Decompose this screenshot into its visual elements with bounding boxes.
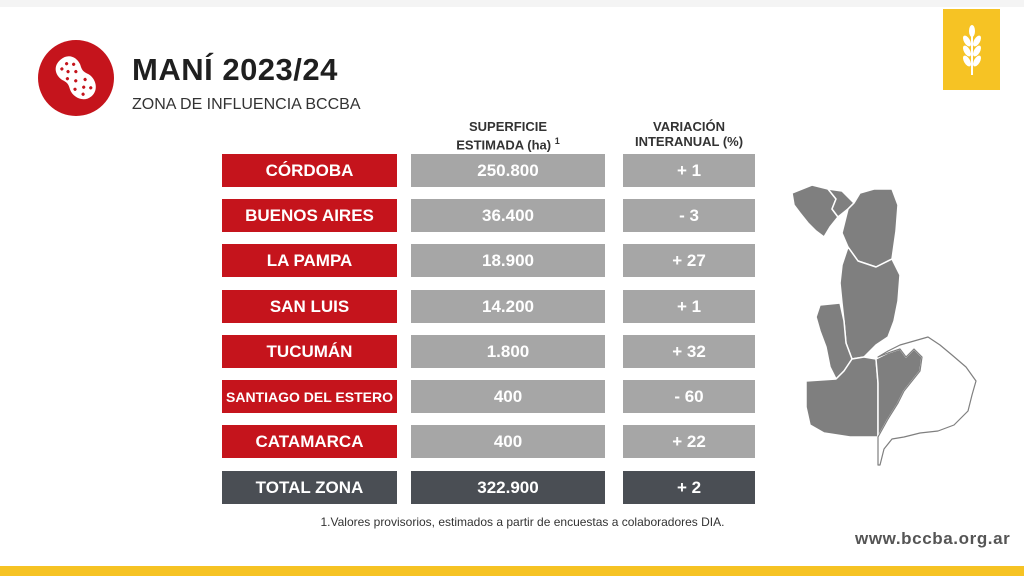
buenos-aires-outline (877, 336, 977, 466)
variation-header-line1: VARIACIÓN (653, 119, 725, 134)
surface-cell: 36.400 (411, 199, 605, 232)
surface-cell: 14.200 (411, 290, 605, 323)
surface-cell: 400 (411, 380, 605, 413)
surface-header-line1: SUPERFICIE (468, 119, 547, 134)
province-cell: CÓRDOBA (222, 154, 397, 187)
province-cell: BUENOS AIRES (222, 199, 397, 232)
province-cell: SAN LUIS (222, 290, 397, 323)
page-subtitle: ZONA DE INFLUENCIA BCCBA (132, 96, 361, 113)
argentina-region-map (780, 175, 980, 475)
tucuman-region (827, 188, 855, 218)
variation-cell: + 32 (623, 335, 755, 368)
page-title: MANÍ 2023/24 (132, 52, 338, 87)
total-surface-cell: 322.900 (411, 471, 605, 504)
variation-column-header: VARIACIÓN INTERANUAL (%) (623, 119, 755, 149)
surface-header-note: 1 (554, 136, 560, 146)
cordoba-region (839, 246, 901, 360)
bottom-band (0, 566, 1024, 576)
variation-cell: - 3 (623, 199, 755, 232)
variation-cell: + 22 (623, 425, 755, 458)
total-variation-cell: + 2 (623, 471, 755, 504)
surface-cell: 18.900 (411, 244, 605, 277)
footnote-text: 1.Valores provisorios, estimados a parti… (320, 515, 725, 529)
wheat-icon (943, 9, 1000, 90)
surface-header-line2: ESTIMADA (ha) (456, 137, 552, 153)
province-cell: SANTIAGO DEL ESTERO (222, 380, 397, 413)
province-cell: LA PAMPA (222, 244, 397, 277)
variation-cell: + 27 (623, 244, 755, 277)
peanut-icon (38, 40, 114, 116)
variation-cell: - 60 (623, 380, 755, 413)
variation-header-line2: INTERANUAL (%) (634, 134, 744, 149)
top-band (0, 0, 1024, 7)
variation-cell: + 1 (623, 290, 755, 323)
website-link[interactable]: www.bccba.org.ar (855, 529, 1011, 548)
province-cell: CATAMARCA (222, 425, 397, 458)
surface-cell: 400 (411, 425, 605, 458)
variation-cell: + 1 (623, 154, 755, 187)
footnote: 1.Valores provisorios, estimados a parti… (0, 515, 1024, 529)
total-label-cell: TOTAL ZONA (222, 471, 397, 504)
surface-cell: 250.800 (411, 154, 605, 187)
surface-cell: 1.800 (411, 335, 605, 368)
surface-column-header: SUPERFICIE ESTIMADA (ha) 1 (411, 119, 605, 152)
province-cell: TUCUMÁN (222, 335, 397, 368)
